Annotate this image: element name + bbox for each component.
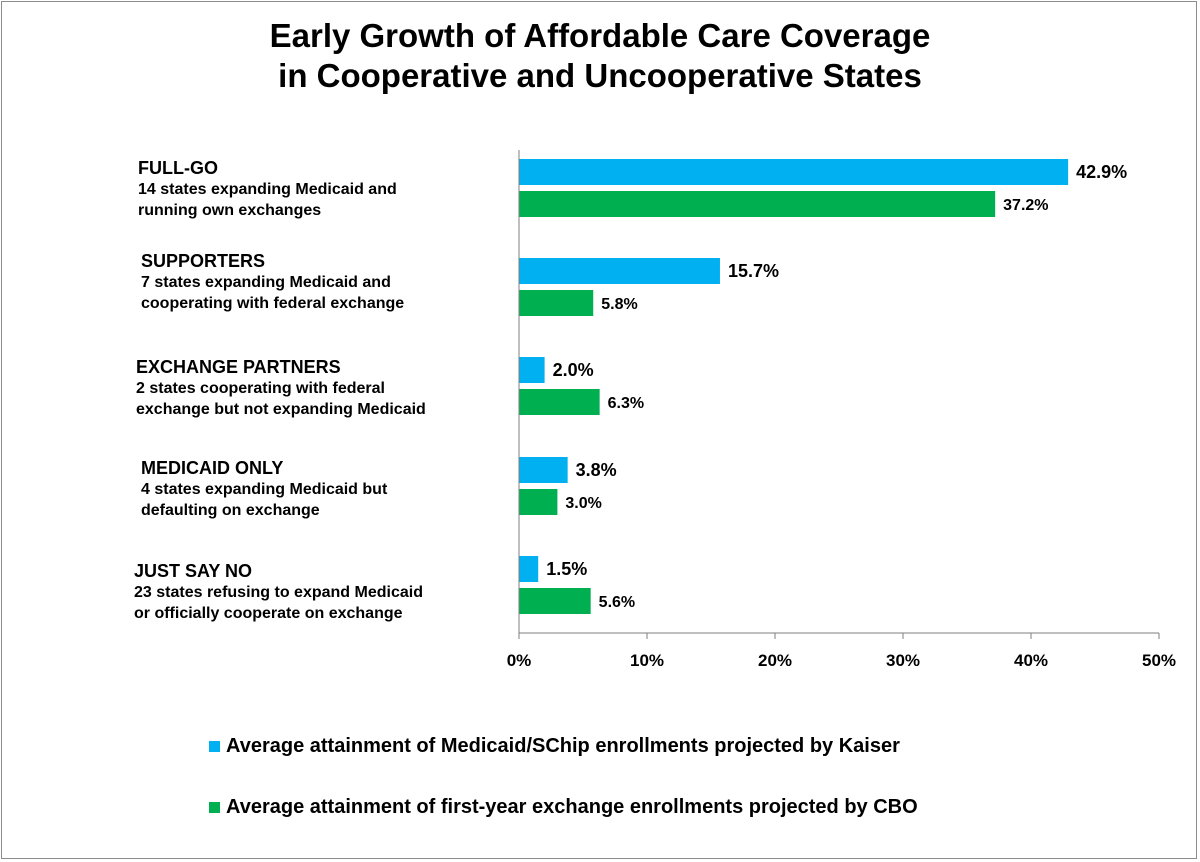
- data-label-kaiser-4: 1.5%: [546, 559, 587, 579]
- legend-swatch-kaiser: [209, 741, 220, 752]
- bar-kaiser-0: [519, 159, 1069, 185]
- bar-kaiser-2: [519, 357, 545, 383]
- data-label-cbo-1: 5.8%: [601, 296, 637, 313]
- category-name: JUST SAY NO: [134, 561, 253, 581]
- legend-label-cbo: Average attainment of first-year exchang…: [226, 796, 918, 818]
- bar-cbo-3: [519, 489, 558, 515]
- category-desc-line: exchange but not expanding Medicaid: [136, 401, 426, 418]
- x-tick-label-4: 40%: [1014, 651, 1048, 670]
- x-tick-label-0: 0%: [507, 651, 532, 670]
- data-label-cbo-2: 6.3%: [608, 395, 644, 412]
- data-label-cbo-4: 5.6%: [599, 594, 635, 611]
- category-name: MEDICAID ONLY: [141, 458, 284, 478]
- bar-cbo-0: [519, 191, 996, 217]
- category-desc-line: 2 states cooperating with federal: [136, 380, 385, 397]
- category-label-just-say-no: JUST SAY NO 23 states refusing to expand…: [134, 560, 423, 624]
- category-label-medicaid-only: MEDICAID ONLY 4 states expanding Medicai…: [141, 457, 387, 521]
- category-desc-line: 14 states expanding Medicaid and: [138, 181, 397, 198]
- legend-label-kaiser: Average attainment of Medicaid/SChip enr…: [226, 735, 900, 757]
- bar-cbo-1: [519, 290, 594, 316]
- chart-title: Early Growth of Affordable Care Coverage…: [0, 16, 1200, 96]
- legend-item-cbo: Average attainment of first-year exchang…: [209, 796, 918, 819]
- x-tick-label-2: 20%: [758, 651, 792, 670]
- category-label-supporters: SUPPORTERS 7 states expanding Medicaid a…: [141, 250, 404, 314]
- category-label-full-go: FULL-GO 14 states expanding Medicaid and…: [138, 157, 397, 221]
- data-label-cbo-3: 3.0%: [565, 495, 601, 512]
- category-name: SUPPORTERS: [141, 251, 266, 271]
- data-label-kaiser-1: 15.7%: [728, 261, 779, 281]
- category-desc-line: defaulting on exchange: [141, 502, 320, 519]
- bar-kaiser-3: [519, 457, 568, 483]
- bar-kaiser-1: [519, 258, 720, 284]
- data-label-cbo-0: 37.2%: [1003, 197, 1048, 214]
- data-label-kaiser-2: 2.0%: [553, 360, 594, 380]
- chart-title-line-2: in Cooperative and Uncooperative States: [278, 57, 922, 94]
- bar-cbo-2: [519, 389, 600, 415]
- data-label-kaiser-0: 42.9%: [1076, 162, 1127, 182]
- category-desc-line: cooperating with federal exchange: [141, 295, 405, 312]
- category-desc-line: 4 states expanding Medicaid but: [141, 481, 388, 498]
- category-desc-line: 7 states expanding Medicaid and: [141, 274, 391, 291]
- category-desc-line: or officially cooperate on exchange: [134, 605, 403, 622]
- x-tick-label-3: 30%: [886, 651, 920, 670]
- data-label-kaiser-3: 3.8%: [576, 460, 617, 480]
- bar-cbo-4: [519, 588, 591, 614]
- category-desc-line: running own exchanges: [138, 202, 322, 219]
- chart-title-line-1: Early Growth of Affordable Care Coverage: [269, 17, 931, 54]
- x-tick-label-1: 10%: [630, 651, 664, 670]
- category-name: FULL-GO: [138, 158, 218, 178]
- bar-kaiser-4: [519, 556, 539, 582]
- legend-item-kaiser: Average attainment of Medicaid/SChip enr…: [209, 735, 900, 758]
- category-name: EXCHANGE PARTNERS: [136, 357, 341, 377]
- category-desc-line: 23 states refusing to expand Medicaid: [134, 584, 423, 601]
- category-label-exchange-partners: EXCHANGE PARTNERS 2 states cooperating w…: [136, 356, 426, 420]
- x-tick-label-5: 50%: [1142, 651, 1176, 670]
- legend-swatch-cbo: [209, 802, 220, 813]
